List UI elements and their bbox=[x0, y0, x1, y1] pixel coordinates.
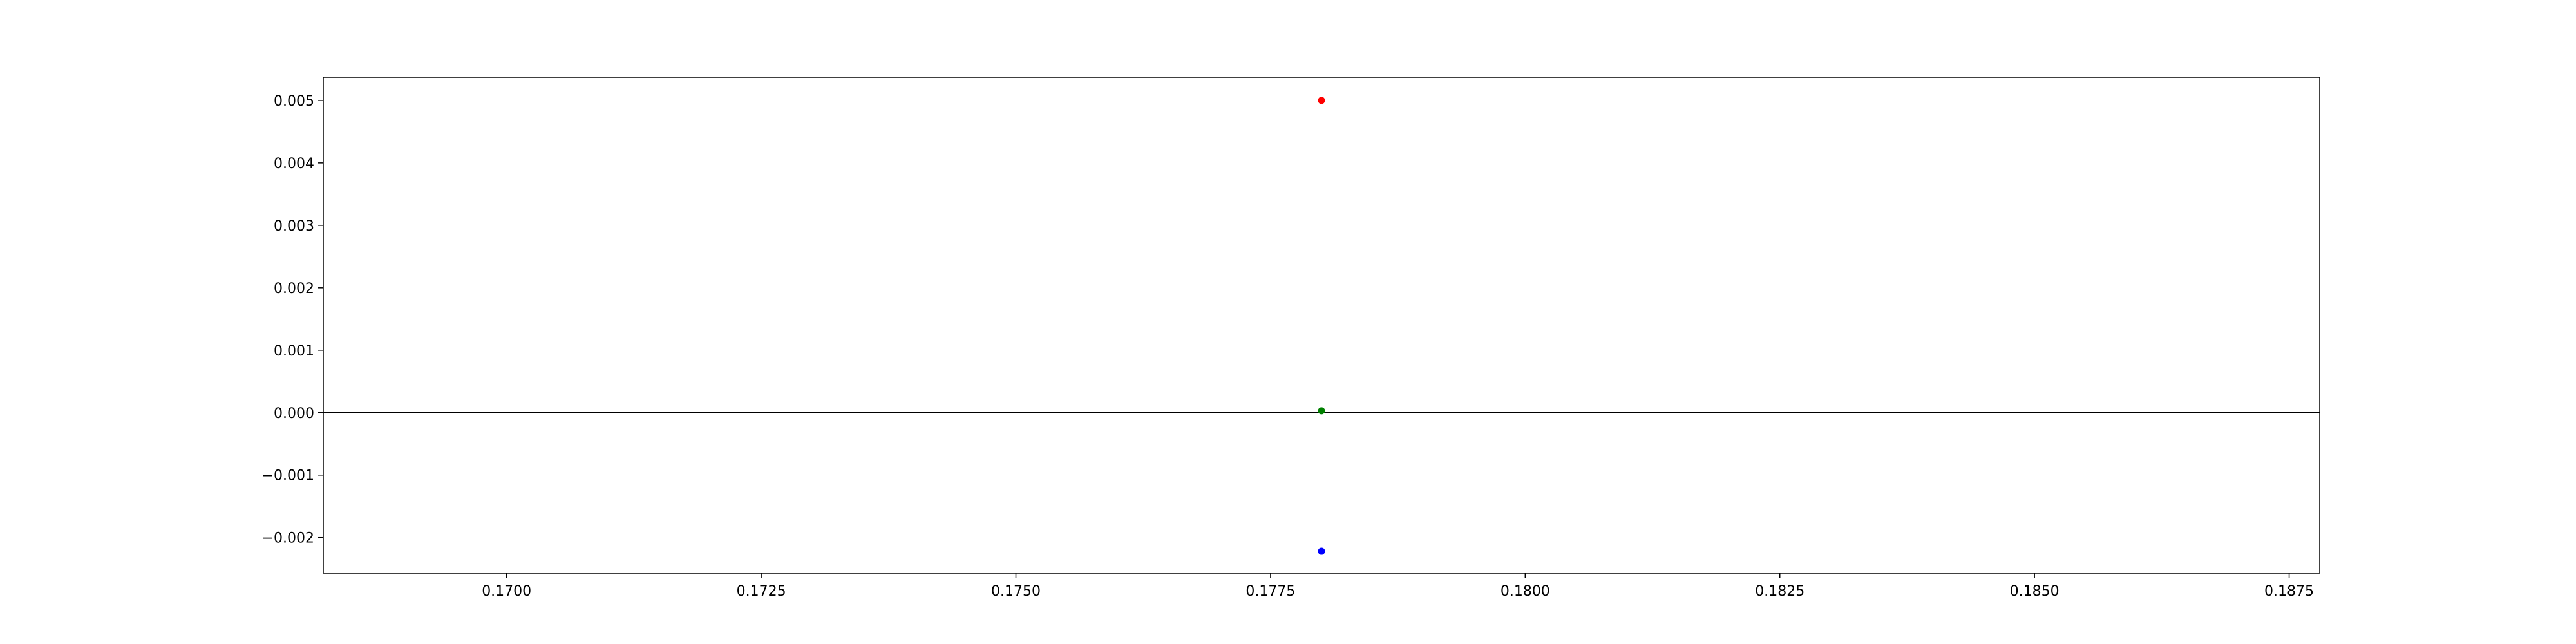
x-tick-label: 0.1725 bbox=[737, 583, 786, 600]
x-axis: 0.1700 0.1725 0.1750 0.1775 0.1800 0.1825 0.18… bbox=[482, 573, 2314, 600]
plot-layer bbox=[323, 97, 2320, 555]
x-tick-label: 0.1875 bbox=[2264, 583, 2314, 600]
x-tick-label: 0.1800 bbox=[1501, 583, 1550, 600]
y-tick-label: −0.002 bbox=[262, 531, 314, 547]
x-tick-label: 0.1825 bbox=[1755, 583, 1804, 600]
x-tick-label: 0.1750 bbox=[991, 583, 1041, 600]
y-tick-label: 0.001 bbox=[274, 343, 314, 359]
y-axis: −0.002 −0.001 0.000 0.001 0.002 0.003 0.004 0.0… bbox=[262, 93, 323, 547]
y-tick-label: −0.001 bbox=[262, 468, 314, 484]
x-tick-label: 0.1700 bbox=[482, 583, 531, 600]
y-tick-label: 0.005 bbox=[274, 93, 314, 109]
x-tick-label: 0.1775 bbox=[1245, 583, 1295, 600]
plot-frame bbox=[323, 77, 2320, 574]
data-point-1 bbox=[1318, 407, 1325, 415]
data-point-0 bbox=[1318, 97, 1325, 104]
y-tick-label: 0.000 bbox=[274, 406, 314, 422]
y-tick-label: 0.003 bbox=[274, 218, 314, 234]
x-tick-label: 0.1850 bbox=[2010, 583, 2060, 600]
data-point-2 bbox=[1318, 547, 1325, 555]
y-tick-label: 0.002 bbox=[274, 281, 314, 297]
y-tick-label: 0.004 bbox=[274, 156, 314, 172]
